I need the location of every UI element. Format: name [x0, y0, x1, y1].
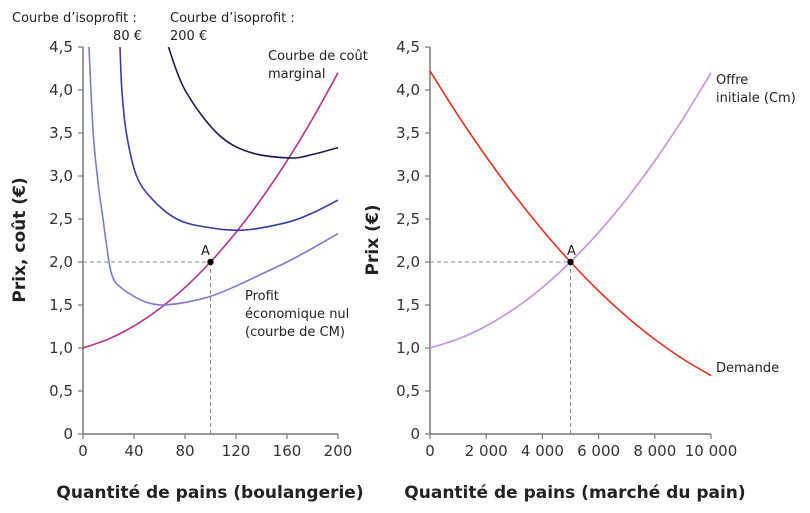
left-y-tick-label: 2,5	[49, 210, 73, 228]
right-y-tick-label: 4,0	[396, 81, 420, 99]
right-x-axis-label: Quantité de pains (marché du pain)	[404, 483, 745, 503]
left-y-tick-label: 4,0	[49, 81, 73, 99]
left-point-a	[207, 258, 214, 266]
point-a-label-left: A	[201, 244, 210, 259]
left-chart: 0 0,5 1,0 1,5 2,0 2,5 3,0 3,5 4,0 4,5 0 40 80 120 160 2…	[49, 38, 352, 460]
right-y-tick-label: 2,0	[396, 253, 420, 271]
left-y-tick-label: 1,0	[49, 339, 73, 357]
left-y-tick-label: 2,0	[49, 253, 73, 271]
supply-label-line2: initiale (Cm)	[716, 91, 796, 106]
left-x-tick-label: 40	[124, 442, 143, 460]
right-x-tick-label: 10 000	[685, 442, 738, 460]
left-y-axis-label: Prix, coût (€)	[10, 177, 30, 302]
iso80-label-line1: Courbe d’isoprofit :	[12, 11, 137, 26]
ac-label-line2: économique nul	[245, 307, 349, 322]
mc-label-line1: Courbe de coût	[268, 49, 368, 64]
right-y-tick-label: 1,5	[396, 296, 420, 314]
left-x-tick-label: 160	[273, 442, 302, 460]
supply-label-line1: Offre	[716, 73, 748, 88]
left-y-tick-label: 3,0	[49, 167, 73, 185]
right-x-tick-label: 6 000	[577, 442, 620, 460]
right-y-tick-label: 4,5	[396, 38, 420, 56]
left-x-tick-label: 120	[222, 442, 251, 460]
right-y-axis-label: Prix (€)	[363, 205, 383, 276]
ac-label-line1: Profit	[245, 289, 279, 304]
ac-label-line3: (courbe de CM)	[245, 325, 345, 340]
right-chart: 0 0,5 1,0 1,5 2,0 2,5 3,0 3,5 4,0 4,5 0 2 000 4 000 6…	[396, 38, 737, 460]
left-y-tick-label: 0	[63, 425, 73, 443]
right-x-tick-label: 8 000	[633, 442, 676, 460]
right-y-tick-label: 0	[410, 425, 420, 443]
left-series-line-1	[88, 46, 339, 306]
right-x-tick-label: 2 000	[465, 442, 508, 460]
left-y-tick-label: 1,5	[49, 296, 73, 314]
iso200-label-line1: Courbe d’isoprofit :	[170, 11, 295, 26]
right-series-line-1	[429, 70, 712, 377]
right-y-tick-label: 0,5	[396, 382, 420, 400]
point-a-label-right: A	[567, 244, 576, 259]
right-point-a	[567, 258, 574, 266]
left-series-line-2	[119, 46, 339, 232]
right-x-tick-label: 0	[425, 442, 435, 460]
iso200-label-line2: 200 €	[170, 29, 207, 44]
mc-label-line2: marginal	[268, 67, 325, 82]
left-x-axis-label: Quantité de pains (boulangerie)	[56, 483, 363, 503]
right-x-tick-label: 4 000	[521, 442, 564, 460]
left-x-tick-label: 80	[175, 442, 194, 460]
iso80-label-line2: 80 €	[113, 29, 142, 44]
demand-label: Demande	[716, 361, 779, 376]
right-y-tick-label: 3,0	[396, 167, 420, 185]
right-y-tick-label: 3,5	[396, 124, 420, 142]
left-y-tick-label: 3,5	[49, 124, 73, 142]
right-y-tick-label: 2,5	[396, 210, 420, 228]
left-series-line-3	[167, 46, 339, 159]
right-y-tick-label: 1,0	[396, 339, 420, 357]
left-x-tick-label: 200	[324, 442, 353, 460]
left-y-tick-label: 0,5	[49, 382, 73, 400]
left-y-tick-label: 4,5	[49, 38, 73, 56]
left-x-tick-label: 0	[78, 442, 88, 460]
